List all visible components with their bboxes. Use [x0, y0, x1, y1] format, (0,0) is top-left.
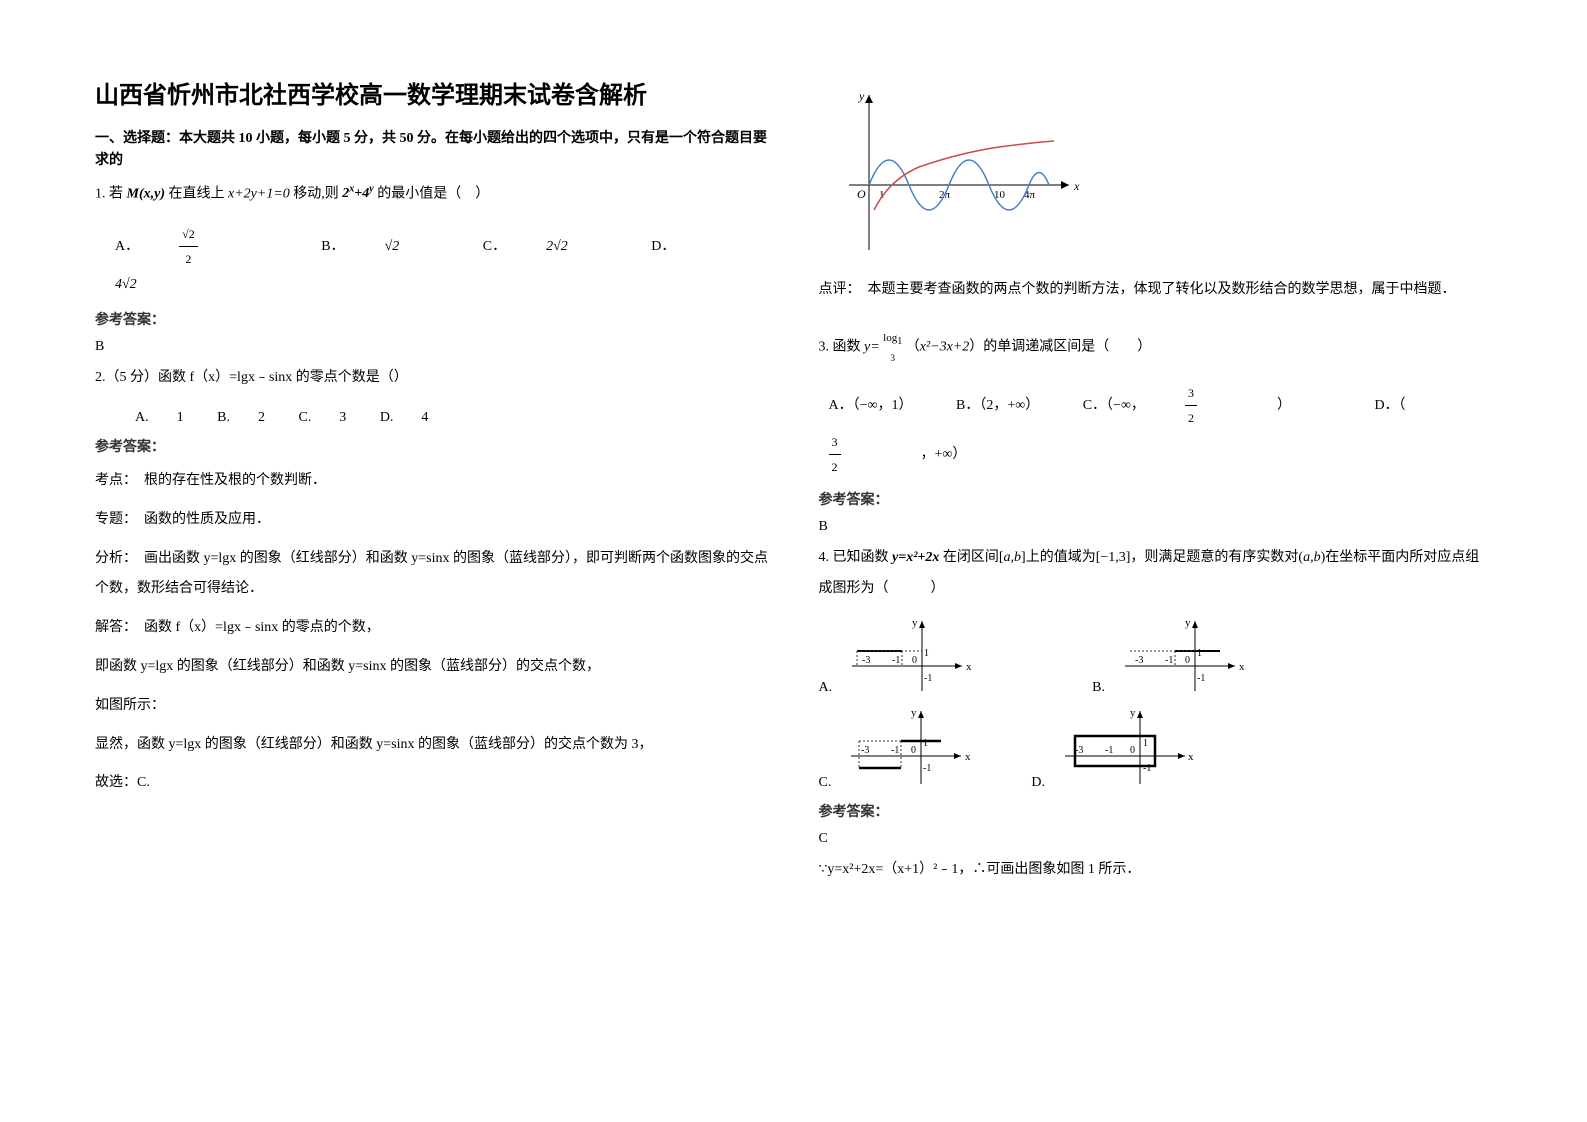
q3-answer: B	[819, 519, 1493, 535]
q2-optB: B. 2	[217, 410, 265, 425]
question-1: 1. 若 M(x,y) 在直线上 x+2y+1=0 移动,则 2x+4y 的最小…	[95, 179, 769, 210]
question-3: 3. 函数 y= log13 （x²−3x+2）的单调递减区间是（ ）	[819, 326, 1493, 369]
q2-p6: 如图所示：	[95, 691, 769, 722]
q4-func: y=x²+2x	[892, 550, 939, 565]
q2-comment: 点评： 本题主要考查函数的两点个数的判断方法，体现了转化以及数形结合的数学思想，…	[819, 275, 1493, 306]
svg-text:-3: -3	[861, 745, 869, 756]
q2-p1: 考点： 根的存在性及根的个数判断．	[95, 466, 769, 497]
q1-expr-2: 2x+4y	[342, 186, 373, 201]
q4-mid2: ]上的值域为[−1,3]，则满足题意的有序实数对(	[1021, 550, 1303, 565]
page-title: 山西省忻州市北社西学校高一数学理期末试卷含解析	[95, 75, 769, 110]
q4-labelC: C.	[819, 775, 832, 791]
q2-options: A. 1 B. 2 C. 3 D. 4	[135, 406, 769, 426]
right-column: O y x 1 2π 10 4π 点评： 本题主要考查函数的两点个数的判断方法，…	[819, 75, 1493, 1047]
q1-answer: B	[95, 339, 769, 355]
svg-text:-3: -3	[862, 655, 870, 666]
q2-p3: 分析： 画出函数 y=lgx 的图象（红线部分）和函数 y=sinx 的图象（蓝…	[95, 544, 769, 606]
q4-labelB: B.	[1092, 680, 1105, 696]
svg-text:0: 0	[911, 745, 916, 756]
svg-text:-1: -1	[891, 745, 899, 756]
q3-prefix: 3. 函数	[819, 340, 865, 355]
q1-ref: 参考答案：	[95, 309, 769, 329]
q2-p7: 显然，函数 y=lgx 的图象（红线部分）和函数 y=sinx 的图象（蓝线部分…	[95, 730, 769, 761]
svg-text:1: 1	[1143, 738, 1148, 749]
q2-p8: 故选：C.	[95, 768, 769, 799]
svg-text:1: 1	[924, 648, 929, 659]
svg-text:-1: -1	[1143, 763, 1151, 774]
svg-text:-1: -1	[892, 655, 900, 666]
svg-text:x: x	[966, 661, 972, 673]
q3-mid: （	[906, 340, 920, 355]
q2-ref: 参考答案：	[95, 436, 769, 456]
q4-prefix: 4. 已知函数	[819, 550, 889, 565]
figure-c: x y 1 -3 -1 0 -1	[841, 706, 971, 791]
svg-text:y: y	[1130, 707, 1136, 719]
q4-labelA: A.	[819, 680, 833, 696]
q1-mid: 在直线上	[169, 186, 225, 201]
q1-line-eq: x+2y+1=0	[228, 186, 290, 201]
q3-suffix: ）的单调递减区间是（ ）	[969, 340, 1151, 355]
svg-text:0: 0	[1185, 655, 1190, 666]
svg-text:O: O	[857, 187, 866, 201]
svg-text:-1: -1	[1105, 745, 1113, 756]
left-column: 山西省忻州市北社西学校高一数学理期末试卷含解析 一、选择题：本大题共 10 小题…	[95, 75, 769, 1047]
svg-text:y: y	[1185, 617, 1191, 629]
svg-text:0: 0	[912, 655, 917, 666]
svg-text:0: 0	[1130, 745, 1135, 756]
svg-text:1: 1	[1197, 648, 1202, 659]
q1-optB: B．√2	[321, 239, 439, 254]
q2-graph: O y x 1 2π 10 4π	[839, 85, 1493, 260]
svg-text:1: 1	[923, 738, 928, 749]
q3-options: A．（−∞，1） B．（2，+∞） C．（−∞，32） D．（32，+∞）	[829, 381, 1493, 479]
figure-b: x y 1 -3 -1 0 -1	[1115, 616, 1245, 696]
q1-expr-m: M(x,y)	[127, 186, 166, 201]
svg-text:-1: -1	[1197, 673, 1205, 684]
q4-ref: 参考答案：	[819, 801, 1493, 821]
section-header: 一、选择题：本大题共 10 小题，每小题 5 分，共 50 分。在每小题给出的四…	[95, 128, 769, 173]
q3-expr: x²−3x+2	[920, 340, 970, 355]
svg-text:-3: -3	[1135, 655, 1143, 666]
svg-text:x: x	[965, 751, 971, 763]
q1-prefix: 1. 若	[95, 186, 123, 201]
svg-text:y: y	[858, 89, 865, 103]
q2-p4: 解答： 函数 f（x）=lgx﹣sinx 的零点的个数，	[95, 613, 769, 644]
svg-text:-1: -1	[924, 673, 932, 684]
q4-mid: 在闭区间[	[943, 550, 1004, 565]
q4-figures-row1: A. x y 1 -3 -1 0 -1 B.	[819, 616, 1493, 696]
svg-text:x: x	[1073, 179, 1080, 193]
svg-text:-1: -1	[923, 763, 931, 774]
q1-end: 的最小值是（ ）	[377, 186, 489, 201]
q1-suffix: 移动,则	[293, 186, 339, 201]
q2-optC: C. 3	[298, 410, 346, 425]
svg-text:x: x	[1239, 661, 1245, 673]
q3-optB: B．（2，+∞）	[956, 398, 1039, 413]
q1-optC: C．2√2	[483, 239, 608, 254]
q3-optC: C．（−∞，32）	[1083, 398, 1331, 413]
q1-optA: A．√22	[115, 239, 278, 254]
q2-optD: D. 4	[380, 410, 429, 425]
svg-text:y: y	[912, 617, 918, 629]
q2-p2: 专题： 函数的性质及应用．	[95, 505, 769, 536]
question-2: 2.（5 分）函数 f（x）=lgx﹣sinx 的零点个数是（）	[95, 363, 769, 394]
figure-a: x y 1 -3 -1 0 -1	[842, 616, 972, 696]
svg-text:-1: -1	[1165, 655, 1173, 666]
svg-text:x: x	[1188, 751, 1194, 763]
q4-answer: C	[819, 831, 1493, 847]
q4-labelD: D.	[1031, 775, 1045, 791]
svg-text:y: y	[911, 707, 917, 719]
svg-text:-3: -3	[1075, 745, 1083, 756]
q1-options: A．√22 B．√2 C．2√2 D．4√2	[115, 222, 769, 299]
q3-ref: 参考答案：	[819, 489, 1493, 509]
question-4: 4. 已知函数 y=x²+2x 在闭区间[a,b]上的值域为[−1,3]，则满足…	[819, 543, 1493, 605]
q4-sol: ∵y=x²+2x=（x+1）²﹣1，∴可画出图象如图 1 所示．	[819, 855, 1493, 886]
q3-optA: A．（−∞，1）	[829, 398, 913, 413]
q3-y: y=	[864, 340, 880, 355]
q4-figures-row2: C. x y 1 -3 -1 0 -1 D.	[819, 706, 1493, 791]
q2-p5: 即函数 y=lgx 的图象（红线部分）和函数 y=sinx 的图象（蓝线部分）的…	[95, 652, 769, 683]
q2-optA: A. 1	[135, 410, 184, 425]
figure-d: x y 1 -3 -1 0 -1	[1055, 706, 1195, 791]
